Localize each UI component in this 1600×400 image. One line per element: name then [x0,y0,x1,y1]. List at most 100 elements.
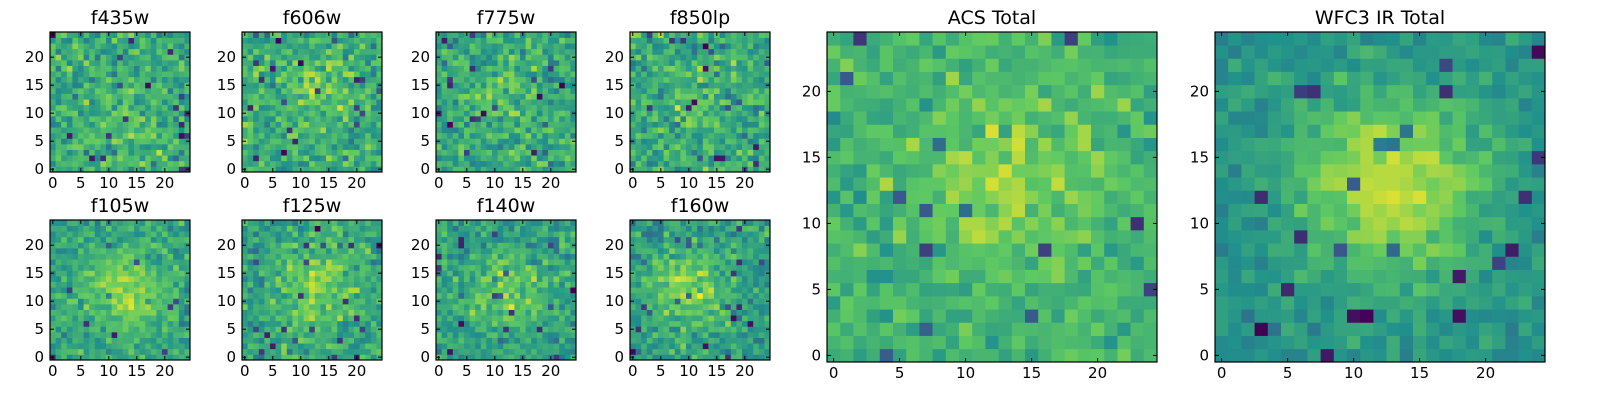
heatmap-cell [337,231,344,238]
heatmap-cell [94,337,101,344]
heatmap-cell [264,110,271,117]
heatmap-cell [94,292,101,299]
heatmap-cell [314,121,321,128]
heatmap-cell [680,65,687,72]
heatmap-cell [486,220,493,226]
heatmap-cell [503,287,510,294]
heatmap-cell [94,138,101,145]
heatmap-cell [469,354,476,361]
heatmap-cell [258,32,265,38]
heatmap-cell [89,236,96,243]
heatmap-cell [652,270,659,277]
heatmap-cell [486,326,493,333]
heatmap-cell [292,37,299,44]
heatmap-cell [66,99,73,106]
heatmap-cell [89,276,96,282]
heatmap-cell [564,48,571,55]
heatmap-cell [736,326,743,333]
heatmap-cell [658,292,664,299]
heatmap-cell [736,121,743,128]
heatmap-cell [320,160,327,167]
heatmap-cell [178,332,185,338]
heatmap-cell [242,43,248,50]
heatmap-cell [630,276,636,282]
heatmap-cell [464,88,470,94]
heatmap-cell [106,337,112,344]
heatmap-cell [702,348,709,355]
heatmap-cell [508,259,515,266]
heatmap-cell [275,127,282,134]
heatmap-cell [680,149,687,156]
heatmap-cell [469,248,476,254]
heatmap-cell [298,264,304,271]
heatmap-cell [122,287,129,294]
heatmap-cell [106,225,112,232]
heatmap-cell [736,149,743,156]
heatmap-cell [139,160,146,167]
heatmap-cell [436,76,442,83]
heatmap-cell [486,121,493,128]
heatmap-cell [106,320,112,327]
heatmap-cell [162,71,168,78]
heatmap-cell [686,71,692,78]
heatmap-cell [652,99,659,106]
heatmap-cell [94,343,101,350]
heatmap-cell [376,65,383,72]
heatmap-cell [508,54,515,61]
heatmap-cell [663,76,670,83]
heatmap-cell [370,32,377,38]
heatmap-cell [635,43,642,50]
heatmap-cell [145,354,152,361]
heatmap-cell [162,43,168,50]
heatmap-cell [548,43,554,50]
heatmap-cell [354,121,360,128]
heatmap-cell [646,298,653,305]
heatmap-cell [475,166,482,173]
heatmap-cell [348,82,355,89]
heatmap-cell [359,88,366,94]
heatmap-cell [150,337,157,344]
heatmap-cell [78,236,84,243]
axes-frame [629,31,771,173]
heatmap-cell [520,93,526,100]
heatmap-cell [764,144,771,150]
heatmap-cell [663,93,670,100]
heatmap-cell [314,60,321,66]
heatmap-cell [298,315,304,322]
heatmap-cell [758,54,765,61]
heatmap-cell [178,236,185,243]
heatmap-cell [486,149,493,156]
heatmap-cell [50,48,56,55]
heatmap-cell [264,337,271,344]
heatmap-cell [247,54,254,61]
heatmap-cell [303,220,310,226]
heatmap-cell [497,110,504,117]
heatmap-cell [94,231,101,238]
heatmap-cell [359,65,366,72]
heatmap-cell [275,104,282,111]
heatmap-cell [94,253,101,260]
heatmap-cell [128,116,135,122]
heatmap-cell [270,281,276,288]
heatmap-cell [50,155,56,162]
heatmap-cell [480,93,487,100]
heatmap-cell [520,132,526,139]
heatmap-cell [292,60,299,66]
heatmap-cell [559,99,566,106]
heatmap-cell [292,259,299,266]
heatmap-cell [128,160,135,167]
heatmap-cell [635,116,642,122]
heatmap-cell [111,326,118,333]
heatmap-cell [122,82,129,89]
heatmap-cell [270,43,276,50]
heatmap-cell [753,116,760,122]
heatmap-cell [326,160,332,167]
heatmap-cell [447,104,454,111]
heatmap-cell [469,155,476,162]
heatmap-cell [242,65,248,72]
heatmap-cell [370,337,377,344]
heatmap-cell [508,248,515,254]
heatmap-cell [89,309,96,316]
heatmap-cell [542,259,549,266]
heatmap-cell [348,121,355,128]
